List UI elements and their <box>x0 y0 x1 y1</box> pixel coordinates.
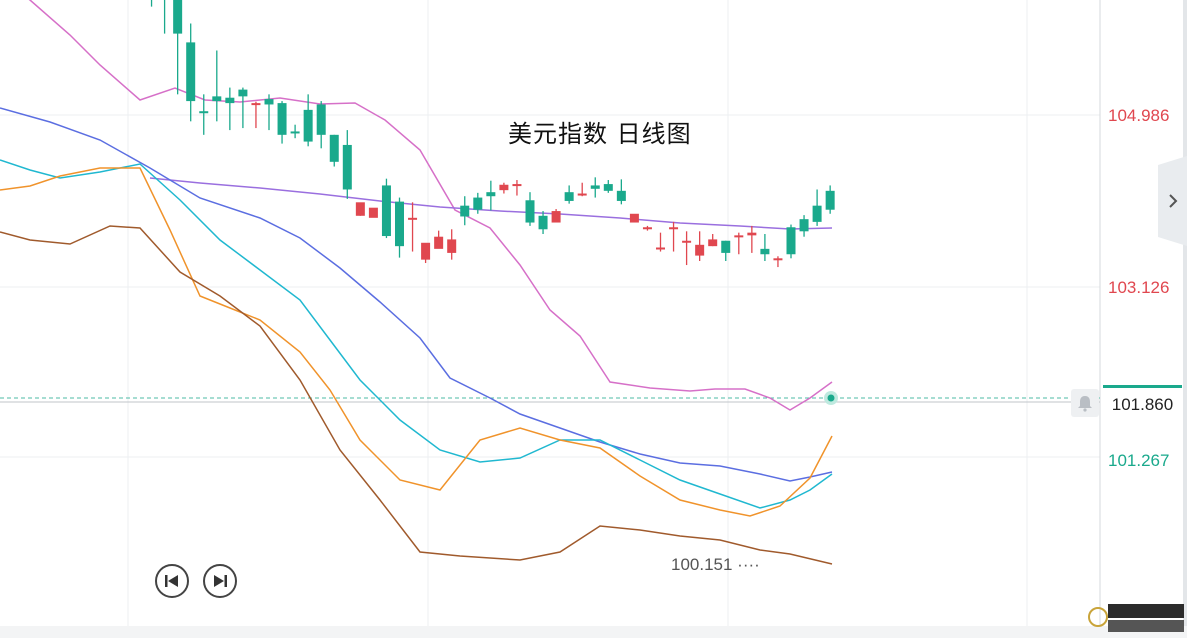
candle-body-14 <box>186 42 196 102</box>
candle-body-44 <box>577 193 587 196</box>
right-scrollbar <box>1183 0 1187 626</box>
candle-body-60 <box>786 227 796 255</box>
candle-body-63 <box>825 190 835 210</box>
candle-body-13 <box>173 0 183 34</box>
candle-body-61 <box>799 219 809 232</box>
watermark-logo <box>1088 604 1184 632</box>
candle-body-31 <box>408 217 418 220</box>
bb-upper-line <box>28 0 833 411</box>
candle-body-53 <box>695 244 705 256</box>
current-price-label: 101.860 <box>1103 385 1182 421</box>
candle-body-51 <box>669 227 679 230</box>
bb-lower-line <box>0 225 833 565</box>
candle-body-46 <box>603 184 613 191</box>
candle-body-54 <box>708 239 718 247</box>
last-price-dot <box>827 394 835 402</box>
candle-body-40 <box>525 200 535 223</box>
panel-expand-toggle[interactable] <box>1158 156 1187 246</box>
candle-body-16 <box>212 96 222 102</box>
candle-body-27 <box>355 202 365 216</box>
candle-body-20 <box>264 99 274 105</box>
candle-body-42 <box>551 211 561 223</box>
chart-title: 美元指数 日线图 <box>508 120 692 148</box>
candle-body-41 <box>538 215 548 230</box>
candle-body-59 <box>773 258 783 261</box>
chevron-right-icon <box>1168 194 1177 208</box>
price-alert-button[interactable] <box>1071 389 1099 417</box>
candle-body-15 <box>199 111 209 114</box>
bell-icon <box>1078 396 1092 412</box>
candle-body-18 <box>238 89 248 97</box>
y-tick-label-0: 104.986 <box>1108 106 1169 125</box>
candle-body-50 <box>656 247 665 250</box>
prev-button[interactable] <box>155 564 189 598</box>
ma-purple-line <box>149 177 833 230</box>
ma-blue-line <box>0 107 833 482</box>
candle-body-39 <box>512 184 522 187</box>
candle-body-33 <box>434 236 444 249</box>
candle-body-38 <box>499 184 509 191</box>
candle-body-43 <box>564 192 574 201</box>
skip-forward-icon <box>214 575 227 587</box>
ma-cyan-line <box>0 159 833 509</box>
candle-body-35 <box>460 205 470 217</box>
candle-body-24 <box>316 104 326 135</box>
candle-body-55 <box>721 240 731 253</box>
low-price-marker: 100.151 ···· <box>671 555 760 574</box>
candle-body-21 <box>277 103 287 135</box>
candle-body-62 <box>812 205 822 222</box>
candle-body-29 <box>381 185 391 237</box>
candle-body-58 <box>760 248 770 255</box>
skip-back-icon <box>165 575 178 587</box>
candle-body-32 <box>421 242 431 260</box>
candle-body-17 <box>225 97 235 104</box>
candle-body-28 <box>368 207 378 218</box>
candle-body-37 <box>486 192 496 197</box>
candle-body-25 <box>329 134 339 162</box>
candle-body-23 <box>303 109 313 142</box>
candle-body-19 <box>251 103 261 106</box>
candle-body-57 <box>747 232 757 236</box>
candle-body-56 <box>734 235 744 238</box>
candle-body-52 <box>682 240 692 243</box>
candle-body-45 <box>590 185 600 189</box>
next-button[interactable] <box>203 564 237 598</box>
bottom-scrollbar <box>0 626 1187 638</box>
candle-body-26 <box>342 144 352 190</box>
ma-orange-line <box>0 167 833 517</box>
y-tick-label-2: 101.267 <box>1108 451 1169 470</box>
candle-body-48 <box>629 213 639 223</box>
candle-body-30 <box>395 201 404 247</box>
candle-body-49 <box>642 227 652 230</box>
candle-body-22 <box>290 131 300 134</box>
y-tick-label-1: 103.126 <box>1108 278 1169 297</box>
candle-body-36 <box>473 197 483 210</box>
candle-body-34 <box>447 239 457 253</box>
candle-body-47 <box>616 190 626 201</box>
